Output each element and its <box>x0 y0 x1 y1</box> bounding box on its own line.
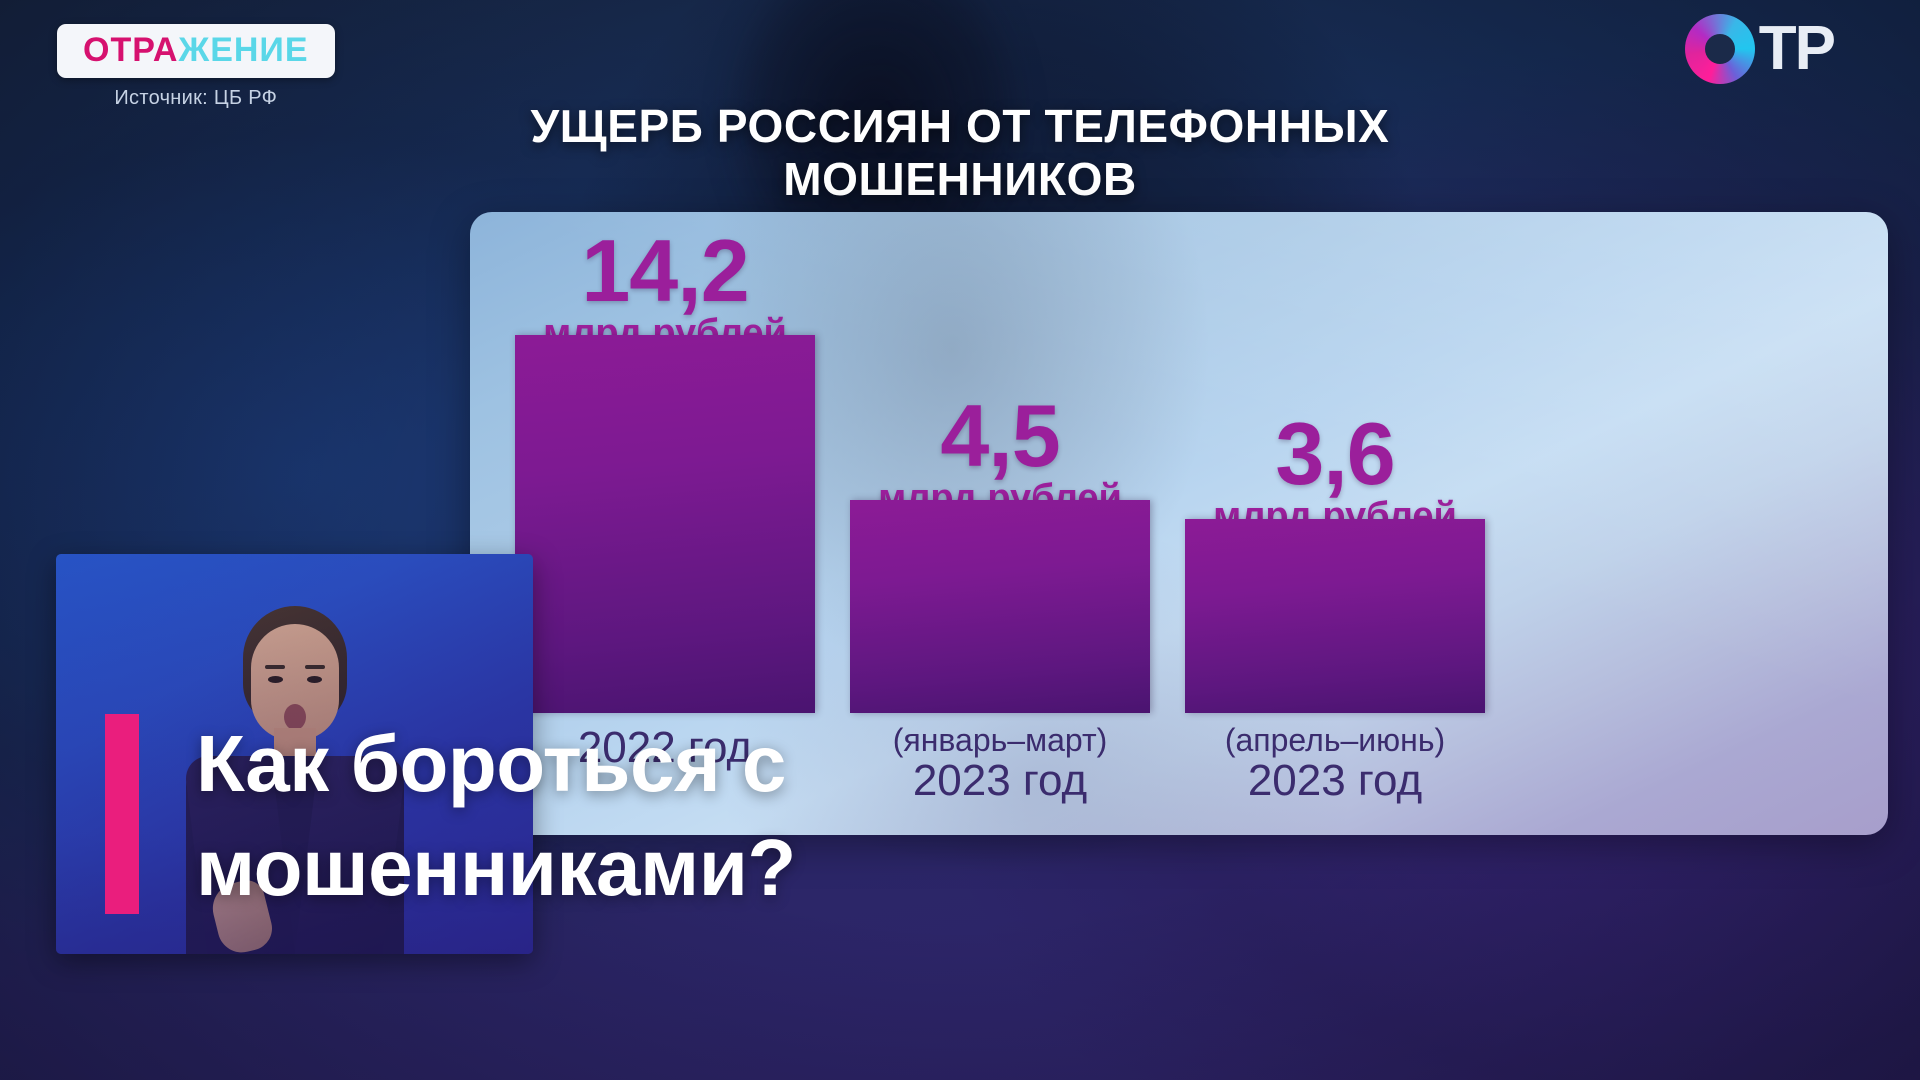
bar-category-period-2: (январь–март) <box>892 722 1108 758</box>
otrazhenie-logo: ОТРАЖЕНИЕ <box>57 24 335 78</box>
bar-value-number-2: 4,5 <box>940 386 1060 485</box>
presenter-jacket-lapel-left <box>182 756 297 954</box>
bar-category-label-2: (январь–март) 2023 год <box>850 722 1150 806</box>
bar-category-period-3: (апрель–июнь) <box>1224 722 1446 758</box>
bar-group-2: 4,5 млрд рублей (январь–март) 2023 год <box>850 212 1150 835</box>
bar-category-year-1: 2022 год <box>577 723 753 772</box>
bar-group-1: 14,2 млрд рублей 2022 год <box>515 212 815 835</box>
presenter-torso <box>185 756 404 954</box>
presenter-shirt <box>266 758 323 954</box>
presenter-hair <box>242 606 347 726</box>
bar-value-label-1: 14,2 млрд рублей <box>515 221 815 352</box>
presenter-video-inset <box>56 554 533 954</box>
presenter-neck <box>273 728 316 766</box>
bar-value-label-3: 3,6 млрд рублей <box>1185 404 1485 535</box>
otr-logo-text: ТР <box>1758 14 1836 83</box>
bar-value-label-2: 4,5 млрд рублей <box>850 386 1150 517</box>
bar-chart-plot-area: 14,2 млрд рублей 2022 год 4,5 млрд рубле… <box>470 212 1888 835</box>
bar-category-label-3: (апрель–июнь) 2023 год <box>1185 722 1485 806</box>
bar-category-label-1: 2022 год <box>515 724 815 771</box>
bar-rect-1 <box>515 335 815 713</box>
presenter-hand <box>206 876 277 954</box>
presenter-brow-left <box>264 665 285 669</box>
bar-category-year-3: 2023 год <box>1247 756 1423 806</box>
chart-panel: 14,2 млрд рублей 2022 год 4,5 млрд рубле… <box>470 212 1888 835</box>
bar-group-3: 3,6 млрд рублей (апрель–июнь) 2023 год <box>1185 212 1485 835</box>
bar-rect-3 <box>1185 519 1485 713</box>
presenter-brow-right <box>304 665 325 669</box>
otrazhenie-logo-part1: ОТРА <box>83 31 179 69</box>
bar-rect-2 <box>850 500 1150 713</box>
source-label: Источник: ЦБ РФ <box>114 87 278 109</box>
otr-channel-logo: ТР <box>1684 14 1836 84</box>
presenter-mouth <box>283 704 306 730</box>
presenter-face <box>250 624 339 740</box>
presenter-eye-left <box>267 676 283 683</box>
program-brand-block: ОТРАЖЕНИЕ Источник: ЦБ РФ <box>57 24 335 110</box>
otr-ring-icon <box>1684 14 1755 84</box>
chart-title: УЩЕРБ РОССИЯН ОТ ТЕЛЕФОННЫХ МОШЕННИКОВ <box>530 100 1390 206</box>
presenter-eye-right <box>306 676 322 683</box>
bar-value-number-3: 3,6 <box>1275 404 1395 503</box>
presenter-figure <box>182 606 407 954</box>
otrazhenie-logo-text: ОТРАЖЕНИЕ <box>83 33 309 67</box>
otrazhenie-logo-part2: ЖЕНИЕ <box>178 31 309 69</box>
presenter-jacket-lapel-right <box>292 756 407 954</box>
bar-value-number-1: 14,2 <box>581 221 749 320</box>
bar-category-year-2: 2023 год <box>912 756 1088 806</box>
